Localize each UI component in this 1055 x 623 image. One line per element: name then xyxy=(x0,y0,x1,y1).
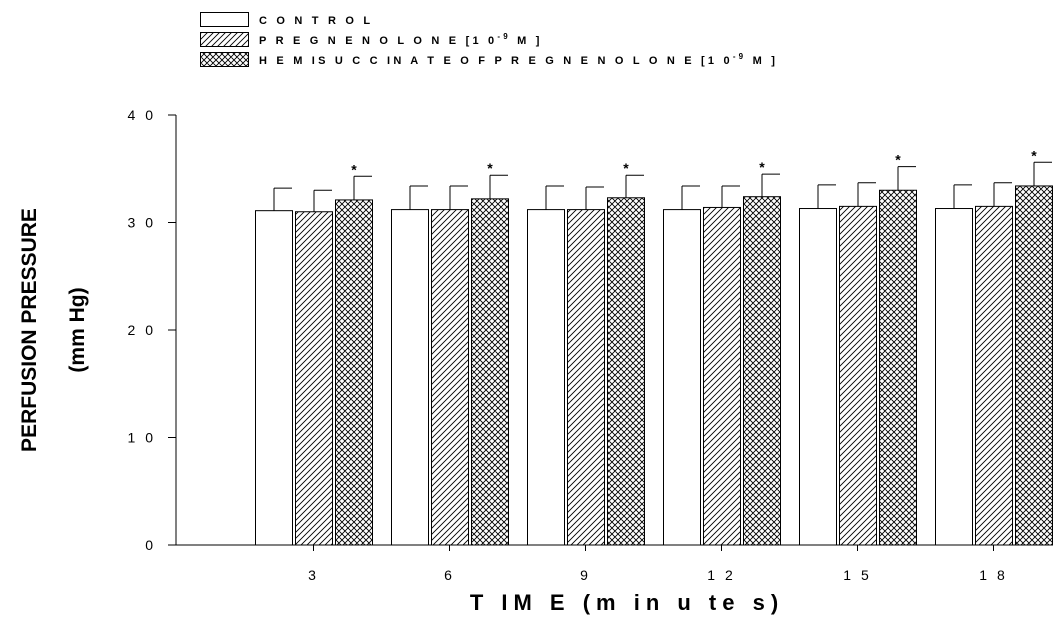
bars: * * * * * * xyxy=(255,147,1053,546)
bar-series-2-cat-18 xyxy=(975,205,1013,546)
x-axis-label: T IM E (m in u te s) xyxy=(470,590,784,615)
bar-series-3-cat-3 xyxy=(335,199,373,546)
bar-series-2-cat-15 xyxy=(839,205,877,546)
legend-label-2: P R E G N E N O L O N E [1 0-9 M ] xyxy=(259,32,543,47)
bar-series-3-cat-9 xyxy=(607,197,645,546)
x-axis: 3 6 9 1 2 1 5 1 8 xyxy=(176,544,1047,583)
bar-series-1-cat-9 xyxy=(527,209,565,546)
y-axis-label-group: PERFUSION PRESSURE (mm Hg) xyxy=(18,208,89,452)
bar-series-1-cat-18 xyxy=(935,208,973,546)
legend-swatch-2 xyxy=(200,32,249,47)
legend-label-3: H E M IS U C C IN A T E O F P R E G N E … xyxy=(259,52,778,67)
y-tick-label: 1 0 xyxy=(128,430,156,446)
x-tick-label: 1 8 xyxy=(979,567,1007,583)
y-axis-label-line-1: PERFUSION PRESSURE xyxy=(18,208,41,452)
x-tick-label: 6 xyxy=(444,567,455,583)
x-tick-label: 9 xyxy=(580,567,591,583)
bar-series-3-cat-12 xyxy=(743,196,781,546)
bar-series-2-cat-12 xyxy=(703,206,741,546)
bar-series-3-cat-6 xyxy=(471,198,509,546)
significance-marker: * xyxy=(487,160,493,176)
x-tick-label: 3 xyxy=(308,567,319,583)
significance-marker: * xyxy=(1031,147,1037,163)
y-tick-label: 0 xyxy=(145,537,156,553)
bar-series-3-cat-15 xyxy=(879,189,917,546)
x-tick-label: 1 2 xyxy=(707,567,735,583)
y-tick-label: 3 0 xyxy=(128,215,156,231)
bar-series-3-cat-18 xyxy=(1015,185,1053,546)
bar-series-2-cat-3 xyxy=(295,211,333,546)
significance-marker: * xyxy=(623,160,629,176)
bar-series-1-cat-15 xyxy=(799,208,837,546)
x-tick-label: 1 5 xyxy=(843,567,871,583)
legend-swatch-1 xyxy=(200,12,249,27)
bar-series-1-cat-12 xyxy=(663,209,701,546)
bar-series-2-cat-9 xyxy=(567,209,605,546)
significance-marker: * xyxy=(759,159,765,175)
y-axis: 0 1 0 2 0 3 0 4 0 xyxy=(128,107,177,553)
y-tick-label: 4 0 xyxy=(128,107,156,123)
y-axis-label-line-2: (mm Hg) xyxy=(66,287,89,372)
legend: C O N T R O L P R E G N E N O L O N E [1 … xyxy=(200,12,778,67)
significance-marker: * xyxy=(895,152,901,168)
bar-series-1-cat-3 xyxy=(255,210,293,546)
y-tick-label: 2 0 xyxy=(128,322,156,338)
bar-series-2-cat-6 xyxy=(431,209,469,546)
bar-series-1-cat-6 xyxy=(391,209,429,546)
legend-swatch-3 xyxy=(200,52,249,67)
significance-marker: * xyxy=(351,161,357,177)
legend-label-1: C O N T R O L xyxy=(259,15,373,27)
